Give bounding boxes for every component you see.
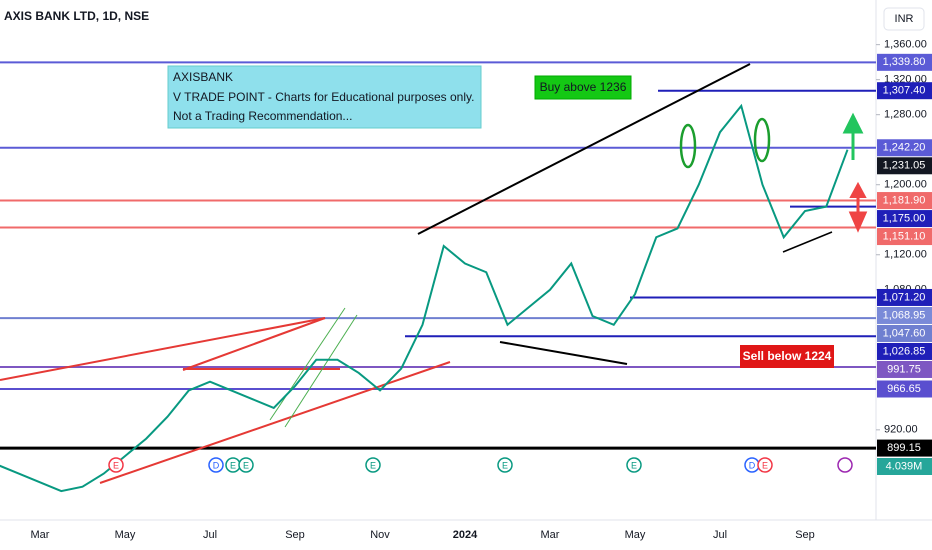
x-tick-label: Mar <box>31 529 50 541</box>
price-tag-label: 1,026.85 <box>883 345 926 357</box>
series <box>0 103 849 493</box>
x-tick-label: May <box>625 529 646 541</box>
price-tag-label: 899.15 <box>887 442 921 454</box>
trend-line <box>0 317 326 381</box>
trend-line <box>99 361 451 484</box>
price-tag <box>877 139 932 157</box>
price-tag <box>877 324 932 342</box>
highlight-oval <box>753 117 771 163</box>
price-tag-label: 1,181.90 <box>883 194 926 206</box>
price-tag <box>877 288 932 306</box>
price-tag-label: 1,071.20 <box>883 291 926 303</box>
price-tag-label: 1,175.00 <box>883 212 926 224</box>
x-tick-label: Sep <box>795 529 815 541</box>
up-arrow <box>849 181 867 205</box>
trend-line <box>417 63 751 235</box>
event-marker <box>757 457 773 473</box>
volume-label: 4.039M <box>886 460 923 472</box>
event-label: E <box>370 460 376 470</box>
x-tick-label: Nov <box>370 529 390 541</box>
sell-box <box>740 345 834 368</box>
price-tag <box>877 306 932 324</box>
price-tag <box>877 210 932 228</box>
trend-line <box>782 231 833 253</box>
event-marker <box>365 457 381 473</box>
buy-label: Buy above 1236 <box>540 80 627 94</box>
event-label: D <box>213 460 220 470</box>
event-marker <box>497 457 513 473</box>
channel-line <box>269 307 346 421</box>
trend-line <box>499 341 628 365</box>
price-tag <box>877 380 932 398</box>
event-label: E <box>631 460 637 470</box>
event-label: D <box>749 460 756 470</box>
price-tag <box>877 82 932 100</box>
event-label: E <box>502 460 508 470</box>
price-tag-label: 1,047.60 <box>883 327 926 339</box>
price-tag-label: 991.75 <box>887 363 921 375</box>
channel-line <box>284 314 358 428</box>
x-tick-label: 2024 <box>453 529 478 541</box>
price-tag <box>877 157 932 175</box>
levels <box>0 61 876 450</box>
note-box <box>167 65 482 129</box>
up-arrow <box>842 112 864 160</box>
x-tick-label: Sep <box>285 529 305 541</box>
event-label: E <box>230 460 236 470</box>
note-line: AXISBANK <box>173 70 233 84</box>
event-marker <box>238 457 254 473</box>
price-tag <box>877 228 932 246</box>
price-tag-label: 1,151.10 <box>883 230 926 242</box>
chart-title: AXIS BANK LTD, 1D, NSE <box>4 9 149 23</box>
price-tags: 1,339.80 1,307.40 1,242.20 1,231.05 1,181.90… <box>877 53 932 475</box>
price-tag <box>877 342 932 360</box>
note-line: V TRADE POINT - Charts for Educational p… <box>173 90 474 104</box>
x-tick-label: Jul <box>203 529 217 541</box>
event-label: E <box>243 460 249 470</box>
currency-button[interactable] <box>883 7 925 31</box>
x-tick-label: Mar <box>541 529 560 541</box>
price-line <box>0 103 849 493</box>
price-tag <box>877 53 932 71</box>
y-tick-label: 1,200.00 <box>884 179 927 191</box>
event-marker <box>837 457 853 473</box>
price-tag-label: 1,307.40 <box>883 85 926 97</box>
drawings <box>0 63 868 484</box>
y-tick-label: 1,280.00 <box>884 109 927 121</box>
price-tag-label: 1,242.20 <box>883 142 926 154</box>
price-tag-label: 966.65 <box>887 383 921 395</box>
x-tick-label: Jul <box>713 529 727 541</box>
price-tag <box>877 439 932 457</box>
volume-tag <box>877 458 932 475</box>
sell-label: Sell below 1224 <box>743 349 832 363</box>
y-tick-label: 920.00 <box>884 424 918 436</box>
y-tick-label: 1,360.00 <box>884 39 927 51</box>
event-marker <box>208 457 224 473</box>
currency-label[interactable]: INR <box>895 13 914 25</box>
event-marker <box>626 457 642 473</box>
event-marker <box>108 457 124 473</box>
price-tag-label: 1,231.05 <box>883 160 926 172</box>
event-label: E <box>762 460 768 470</box>
y-tick-label: 1,120.00 <box>884 249 927 261</box>
highlight-oval <box>679 123 697 169</box>
buy-box <box>534 75 632 100</box>
price-tag-label: 1,339.80 <box>883 56 926 68</box>
trend-line <box>182 317 326 371</box>
price-tag <box>877 192 932 210</box>
price-tag <box>877 360 932 378</box>
price-tag-label: 1,068.95 <box>883 309 926 321</box>
note-line: Not a Trading Recommendation... <box>173 109 352 123</box>
x-tick-label: May <box>115 529 136 541</box>
event-label: E <box>113 460 119 470</box>
